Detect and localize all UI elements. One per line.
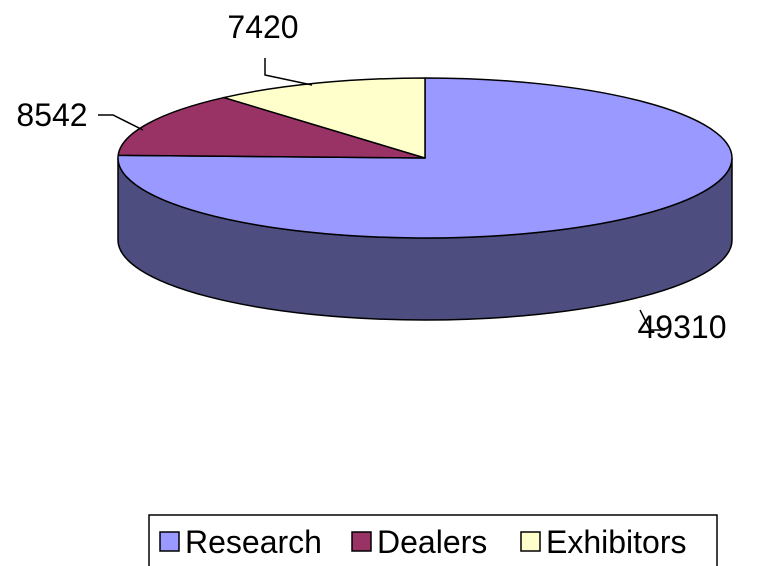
data-label-dealers: 8542 [16, 97, 87, 133]
leader-lines [98, 58, 665, 331]
legend-label-research: Research [185, 524, 322, 560]
leader-line-research [639, 309, 665, 331]
legend: Research Dealers Exhibitors [148, 514, 718, 566]
data-label-research: 49310 [638, 309, 727, 345]
pie-slice-exhibitors [223, 77, 426, 159]
legend-swatch-exhibitors [520, 531, 541, 552]
leader-line-exhibitors [264, 58, 313, 86]
legend-label-dealers: Dealers [377, 524, 487, 560]
legend-swatch-dealers [351, 531, 372, 552]
legend-label-exhibitors: Exhibitors [546, 524, 687, 560]
pie-slices [117, 77, 733, 239]
data-labels: 49310 8542 7420 [16, 9, 726, 345]
leader-line-dealers [98, 114, 144, 131]
data-label-exhibitors: 7420 [227, 9, 298, 45]
pie-slice-dealers [117, 96, 426, 159]
legend-swatch-research [159, 531, 180, 552]
legend-box [148, 514, 718, 566]
